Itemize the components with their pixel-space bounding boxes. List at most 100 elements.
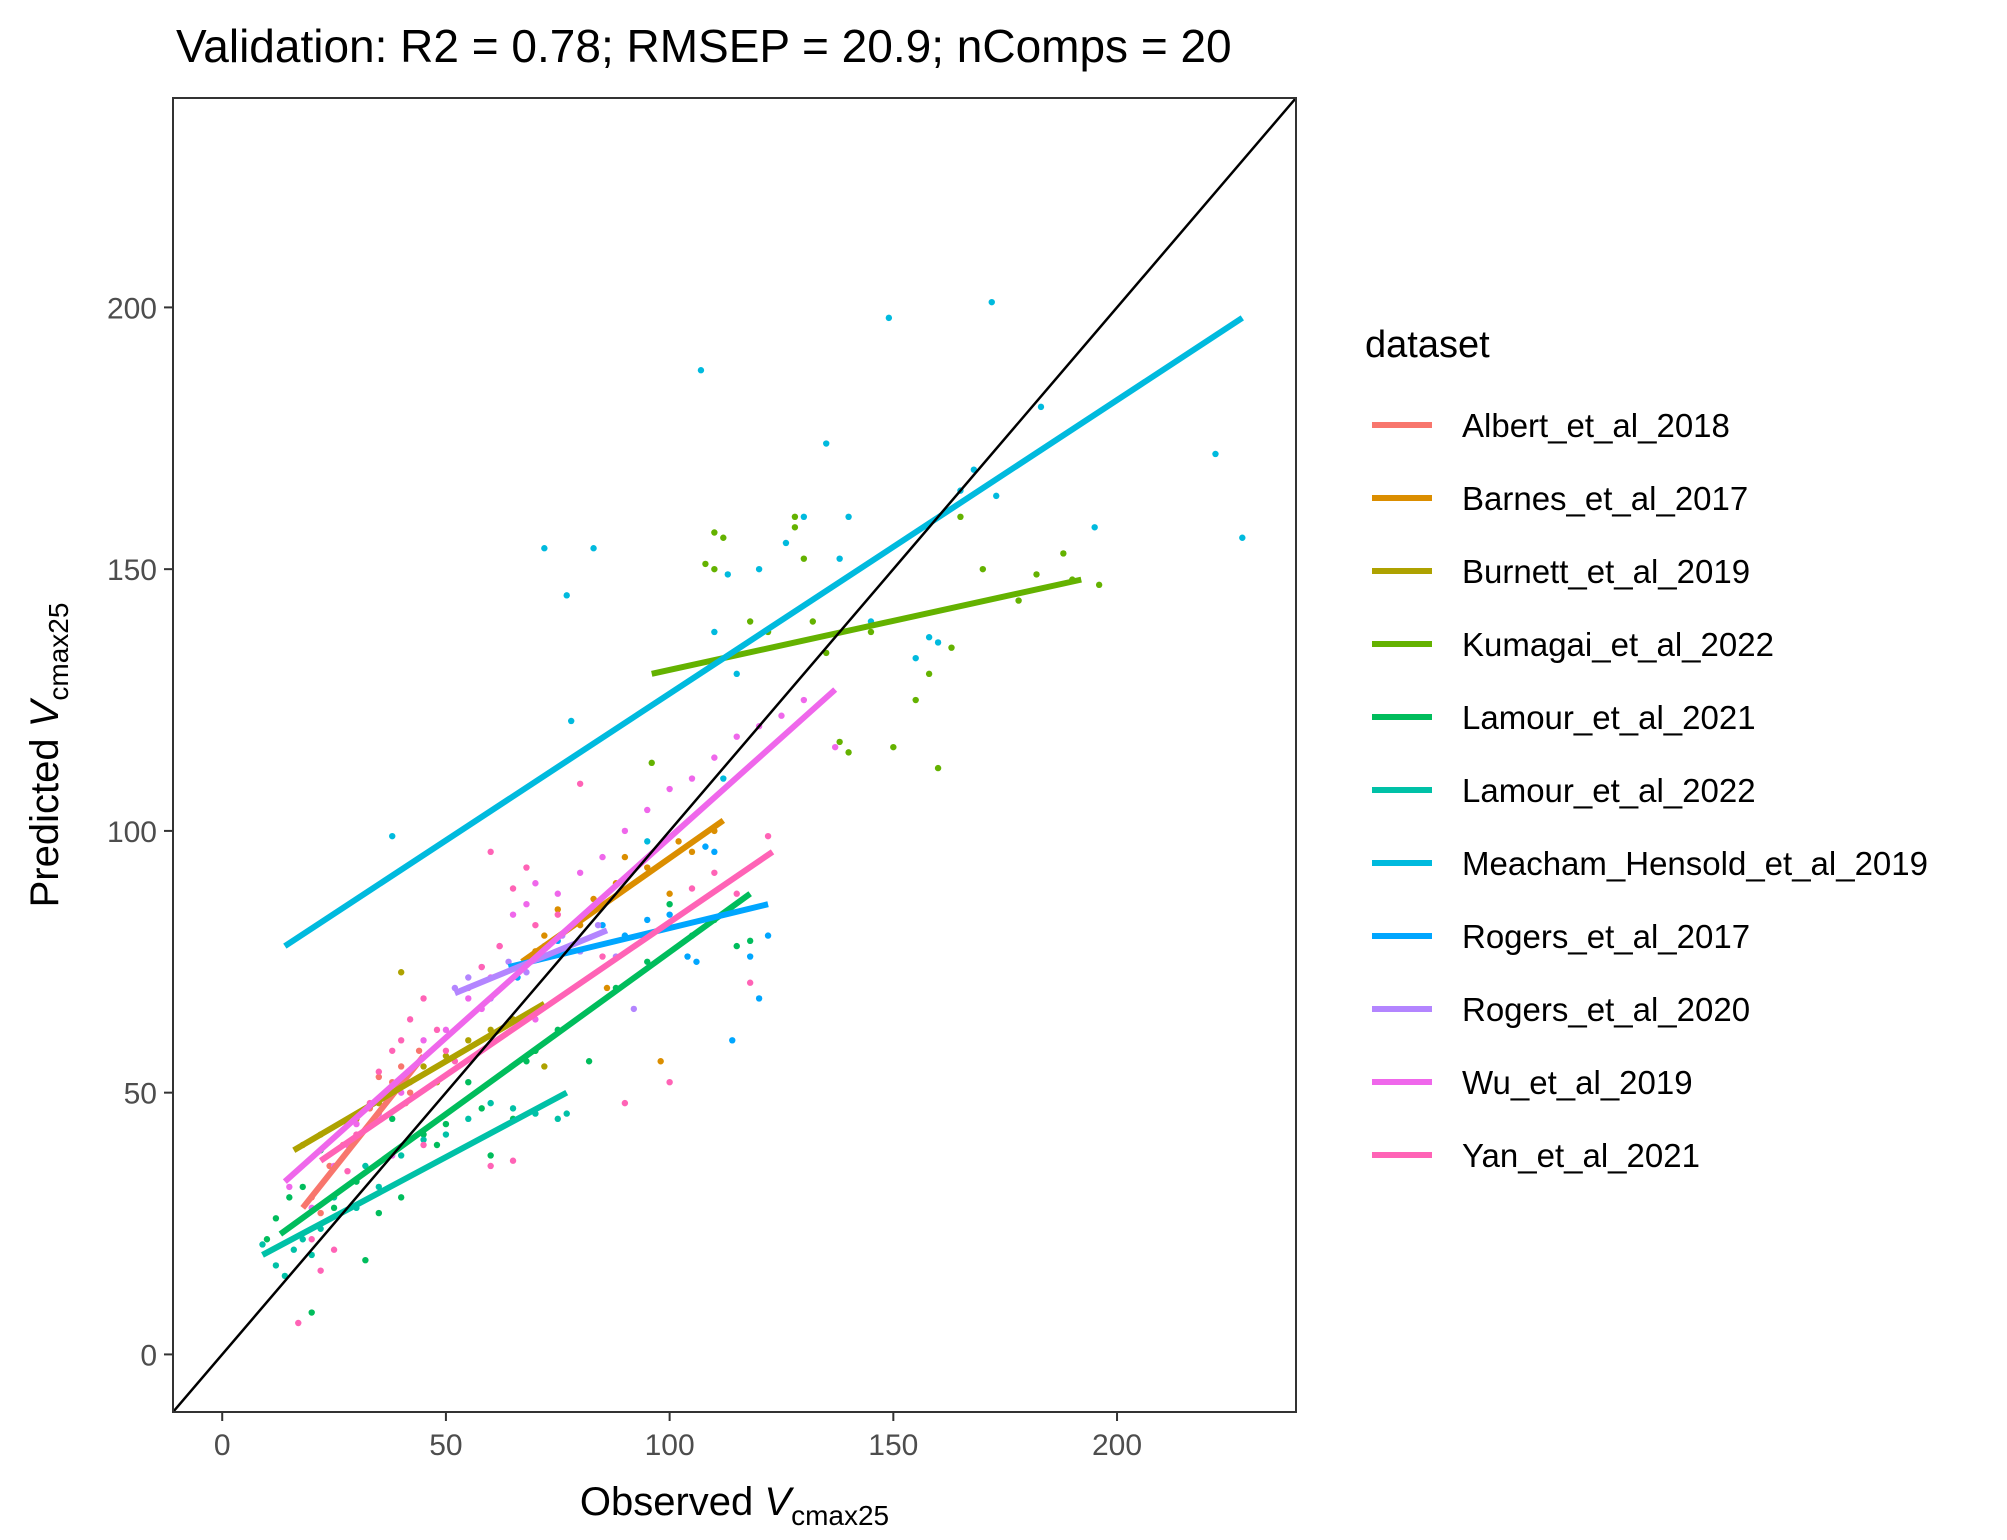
y-tick-label: 50: [124, 1078, 157, 1111]
data-point: [621, 1099, 629, 1107]
data-point: [286, 1194, 293, 1201]
data-point: [362, 1162, 369, 1170]
data-point: [621, 827, 629, 835]
data-point: [594, 921, 602, 929]
data-point: [836, 738, 843, 746]
data-point: [523, 900, 530, 908]
data-point: [272, 1215, 280, 1222]
data-point: [389, 1047, 396, 1054]
data-point: [1060, 550, 1067, 557]
legend-label: Barnes_et_al_2017: [1462, 480, 1748, 517]
data-point: [576, 869, 584, 876]
data-point: [375, 1068, 383, 1075]
regression-line: [282, 687, 838, 1184]
data-point: [925, 634, 933, 641]
data-point: [979, 565, 987, 573]
data-point: [509, 885, 517, 892]
data-point: [554, 1115, 561, 1123]
x-tick-label: 50: [429, 1429, 462, 1462]
data-point: [823, 440, 830, 447]
x-axis-label: Observed Vcmax25: [580, 1480, 889, 1531]
data-point: [563, 592, 570, 599]
data-point: [295, 1319, 302, 1327]
data-point: [644, 838, 651, 845]
data-point: [406, 1089, 414, 1096]
data-point: [420, 1063, 427, 1070]
data-point: [509, 911, 517, 918]
data-point: [1095, 581, 1103, 589]
data-point: [666, 900, 673, 908]
data-point: [675, 838, 682, 845]
data-point: [487, 1152, 494, 1159]
data-point: [599, 953, 606, 960]
data-point: [397, 1037, 405, 1044]
data-point: [576, 780, 584, 787]
data-point: [567, 717, 575, 725]
data-point: [585, 1058, 593, 1065]
legend-label: Rogers_et_al_2017: [1462, 918, 1750, 955]
data-point: [541, 1063, 548, 1070]
legend-label: Lamour_et_al_2021: [1462, 699, 1756, 736]
data-point: [733, 890, 740, 897]
data-point: [688, 848, 696, 856]
data-point: [720, 775, 727, 782]
data-point: [925, 670, 933, 678]
one-to-one-line: [173, 98, 1296, 1412]
data-point: [420, 995, 427, 1002]
data-point: [934, 764, 942, 772]
data-point: [688, 885, 696, 892]
legend-label: Albert_et_al_2018: [1462, 407, 1730, 444]
data-point: [988, 298, 995, 306]
data-point: [375, 1073, 383, 1081]
data-point: [465, 995, 472, 1002]
data-point: [702, 843, 709, 850]
data-point: [532, 880, 539, 887]
data-point: [496, 942, 503, 950]
data-point: [272, 1262, 280, 1269]
data-point: [478, 1105, 485, 1112]
data-point: [948, 644, 955, 651]
plot-panel-content: [173, 98, 1296, 1412]
data-point: [344, 1167, 351, 1175]
data-point: [308, 1309, 315, 1316]
data-point: [442, 1131, 450, 1138]
data-point: [845, 749, 852, 756]
data-point: [912, 696, 919, 704]
data-point: [836, 555, 843, 562]
data-point: [590, 545, 597, 552]
legend-label: Meacham_Hensold_et_al_2019: [1462, 845, 1928, 882]
chart-title: Validation: R2 = 0.78; RMSEP = 20.9; nCo…: [176, 20, 1232, 72]
data-point: [724, 571, 731, 578]
data-point: [554, 906, 561, 913]
data-point: [375, 1183, 383, 1191]
y-tick-label: 0: [140, 1339, 157, 1372]
data-point: [420, 1136, 427, 1143]
data-point: [442, 1120, 450, 1128]
legend-label: Wu_et_al_2019: [1462, 1064, 1693, 1101]
data-point: [912, 654, 919, 662]
plot-area: [173, 98, 1296, 1412]
regression-line: [283, 315, 1244, 949]
data-point: [465, 1115, 472, 1123]
data-point: [362, 1256, 369, 1264]
data-point: [733, 942, 740, 950]
data-point: [1091, 524, 1098, 531]
data-point: [702, 560, 709, 568]
data-point: [733, 670, 740, 678]
data-point: [1033, 571, 1040, 578]
data-point: [684, 953, 691, 960]
data-point: [290, 1246, 298, 1253]
data-point: [644, 806, 651, 814]
data-point: [415, 1047, 423, 1054]
data-point: [509, 1105, 517, 1112]
legend-label: Lamour_et_al_2022: [1462, 772, 1756, 809]
data-point: [487, 1099, 494, 1107]
legend-label: Yan_et_al_2021: [1462, 1137, 1700, 1174]
data-point: [693, 958, 700, 965]
data-point: [603, 984, 611, 992]
data-point: [809, 618, 816, 625]
data-point: [420, 1037, 427, 1044]
data-point: [791, 513, 799, 521]
